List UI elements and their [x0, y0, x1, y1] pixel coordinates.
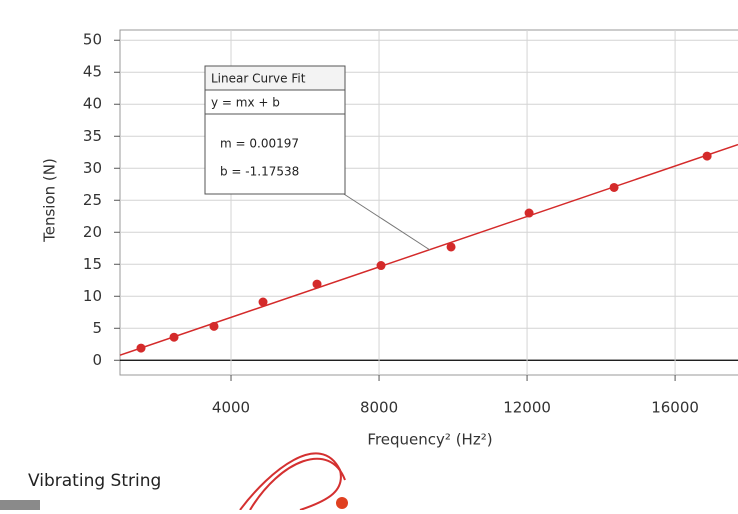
y-tick-label: 50: [83, 31, 102, 49]
wire: [249, 457, 346, 511]
fit-annotation: Linear Curve Fit y = mx + b m = 0.00197 b =…: [204, 65, 431, 251]
x-tick-label: 4000: [212, 399, 250, 417]
data-point: [609, 182, 619, 192]
caption: Vibrating String: [28, 471, 161, 491]
data-point: [258, 297, 268, 307]
y-tick-label: 45: [83, 63, 102, 81]
y-axis-label: Tension (N): [41, 158, 59, 243]
fit-eq-bg: [204, 89, 346, 115]
y-tick-label: 10: [83, 287, 102, 305]
y-tick-label: 40: [83, 95, 102, 113]
y-tick-label: 30: [83, 159, 102, 177]
y-tick-label: 0: [92, 351, 102, 369]
y-tick-label: 15: [83, 255, 102, 273]
fit-b: b = -1.17538: [220, 165, 299, 179]
x-tick-label: 8000: [360, 399, 398, 417]
y-tick-label: 5: [92, 319, 102, 337]
data-point: [169, 332, 179, 342]
data-point: [209, 321, 219, 331]
x-axis-label: Frequency² (Hz²): [367, 431, 492, 449]
fit-title-bg: [204, 65, 346, 91]
leader-line: [329, 184, 431, 251]
y-tick-label: 35: [83, 127, 102, 145]
data-point: [136, 343, 146, 353]
data-point: [524, 208, 534, 218]
fit-equation: y = mx + b: [211, 96, 280, 110]
x-tick-label: 16000: [651, 399, 699, 417]
wire: [239, 452, 342, 511]
data-point: [312, 279, 322, 289]
wire-clip: [336, 497, 348, 509]
fit-m: m = 0.00197: [220, 137, 299, 151]
data-point: [446, 242, 456, 252]
string-base: [0, 500, 40, 510]
data-point: [376, 261, 386, 271]
fit-title: Linear Curve Fit: [211, 72, 306, 86]
y-tick-label: 20: [83, 223, 102, 241]
y-tick-label: 25: [83, 191, 102, 209]
x-tick-label: 12000: [503, 399, 551, 417]
data-point: [702, 151, 712, 161]
